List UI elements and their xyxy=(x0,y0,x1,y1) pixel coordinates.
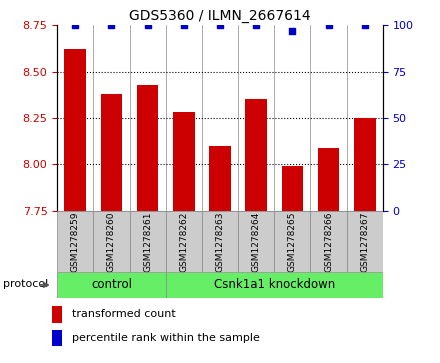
Text: GSM1278265: GSM1278265 xyxy=(288,211,297,272)
Text: transformed count: transformed count xyxy=(73,309,176,319)
Text: GSM1278267: GSM1278267 xyxy=(360,211,369,272)
Bar xyxy=(238,211,274,272)
Text: GSM1278263: GSM1278263 xyxy=(216,211,224,272)
Text: Csnk1a1 knockdown: Csnk1a1 knockdown xyxy=(214,278,335,291)
Bar xyxy=(166,211,202,272)
Bar xyxy=(166,272,383,298)
Text: GSM1278260: GSM1278260 xyxy=(107,211,116,272)
Bar xyxy=(173,113,194,211)
Text: GSM1278262: GSM1278262 xyxy=(180,211,188,272)
Text: GSM1278264: GSM1278264 xyxy=(252,211,260,272)
Bar xyxy=(137,85,158,211)
Title: GDS5360 / ILMN_2667614: GDS5360 / ILMN_2667614 xyxy=(129,9,311,23)
Bar xyxy=(101,94,122,211)
Text: percentile rank within the sample: percentile rank within the sample xyxy=(73,333,260,343)
Point xyxy=(289,28,296,34)
Text: GSM1278259: GSM1278259 xyxy=(71,211,80,272)
Text: GSM1278266: GSM1278266 xyxy=(324,211,333,272)
Point xyxy=(325,23,332,28)
Bar xyxy=(129,211,166,272)
Point xyxy=(216,23,224,28)
Bar xyxy=(64,49,86,211)
Point xyxy=(253,23,260,28)
Bar xyxy=(318,148,339,211)
Bar xyxy=(246,99,267,211)
Bar xyxy=(274,211,311,272)
Text: control: control xyxy=(91,278,132,291)
Bar xyxy=(347,211,383,272)
Text: protocol: protocol xyxy=(3,279,48,289)
Text: GSM1278261: GSM1278261 xyxy=(143,211,152,272)
Bar xyxy=(202,211,238,272)
Bar xyxy=(282,166,303,211)
Bar xyxy=(57,272,166,298)
Bar xyxy=(57,211,93,272)
Point xyxy=(72,23,79,28)
Bar xyxy=(52,330,62,346)
Point xyxy=(361,23,368,28)
Bar xyxy=(93,211,129,272)
Point xyxy=(144,23,151,28)
Point xyxy=(180,23,187,28)
Bar xyxy=(311,211,347,272)
Bar xyxy=(209,146,231,211)
Point xyxy=(108,23,115,28)
Bar xyxy=(354,118,376,211)
Bar xyxy=(52,306,62,323)
